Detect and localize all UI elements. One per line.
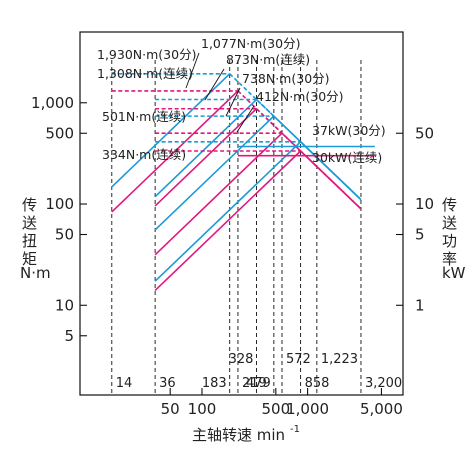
power-annotation: 30kW(连续): [312, 150, 382, 165]
y-left-tick-label: 500: [45, 124, 74, 142]
annotation-leader: [225, 87, 241, 117]
y-left-tick-label: 50: [55, 226, 74, 244]
x-tick-label: 500: [261, 400, 290, 418]
y-right-label-char: 传: [442, 196, 457, 214]
series-annotation: 412N·m(30分): [256, 89, 344, 104]
annotation-leader: [204, 68, 225, 101]
y-left-tick-label: 1,000: [31, 94, 74, 112]
x-axis-label-sup: -1: [290, 424, 300, 435]
y-right-tick-label: 50: [415, 124, 434, 142]
speed-mark-label: 219: [242, 376, 267, 391]
y-left-label-char: 矩: [22, 250, 37, 268]
speed-mark-label: 3,200: [365, 376, 402, 391]
torque-ramp-line: [154, 98, 258, 198]
speed-mark-label: 1,223: [321, 352, 358, 367]
x-tick-label: 100: [188, 400, 217, 418]
y-left-tick-label: 5: [64, 327, 74, 345]
series-annotation: 873N·m(连续): [226, 52, 310, 67]
series-annotation: 738N·m(30分): [242, 71, 330, 86]
annotation-leader: [236, 105, 255, 133]
torque-decay-line: [300, 150, 362, 210]
annotation-leader: [185, 52, 200, 89]
speed-mark-label: 572: [286, 352, 311, 367]
x-tick-label: 5,000: [360, 400, 403, 418]
axis-ticks: [80, 102, 403, 395]
series-annotation: 1,077N·m(30分): [201, 36, 300, 51]
torque-ramp-line: [154, 132, 283, 256]
y-left-unit: N·m: [20, 264, 51, 282]
x-tick-label: 50: [161, 400, 180, 418]
y-right-unit: kW: [442, 264, 466, 282]
x-tick-label: 1,000: [286, 400, 329, 418]
speed-mark-label: 36: [159, 376, 176, 391]
y-right-tick-label: 1: [415, 296, 425, 314]
y-right-label-char: 功: [442, 232, 457, 250]
torque-ramp-line: [154, 115, 275, 231]
torque-decay-line: [300, 141, 362, 201]
y-left-label-char: 送: [22, 214, 37, 232]
torque-ramp-line: [154, 150, 302, 292]
series-annotation: 1,930N·m(30分): [97, 47, 196, 62]
y-left-label-char: 扭: [22, 232, 37, 250]
y-left-label-char: 传: [22, 196, 37, 214]
speed-mark-label: 14: [116, 376, 133, 391]
series-annotation: 501N·m(连续): [102, 109, 186, 124]
x-axis-label: 主轴转速 min: [192, 426, 285, 444]
speed-mark-label: 858: [305, 376, 330, 391]
series-annotation: 1,308N·m(连续): [97, 66, 193, 81]
y-right-label-char: 送: [442, 214, 457, 232]
plot-frame: [79, 31, 404, 396]
series-lines: [111, 52, 375, 292]
torque-ramp-line: [154, 141, 302, 282]
torque-ramp-line: [111, 73, 231, 188]
y-right-label-char: 率: [442, 250, 457, 268]
speed-mark-label: 183: [202, 376, 227, 391]
y-right-tick-label: 5: [415, 226, 425, 244]
y-right-tick-label: 10: [415, 195, 434, 213]
y-left-tick-label: 100: [45, 195, 74, 213]
series-annotation: 334N·m(连续): [102, 147, 186, 162]
power-annotation: 37kW(30分): [312, 123, 386, 138]
torque-ramp-line: [154, 108, 258, 207]
speed-mark-label: 479: [246, 376, 271, 391]
speed-mark-label: 328: [229, 352, 254, 367]
y-left-tick-label: 10: [55, 296, 74, 314]
